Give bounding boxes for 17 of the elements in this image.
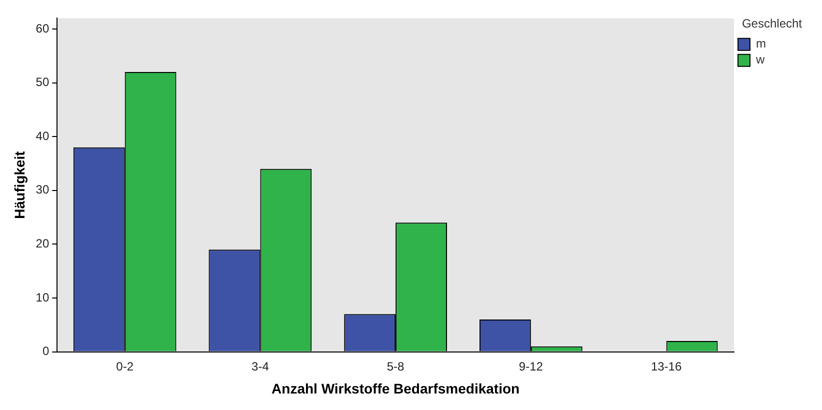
y-tick-label: 10 <box>36 290 50 304</box>
x-tick-label: 5-8 <box>386 359 405 374</box>
y-tick-label: 20 <box>36 236 50 250</box>
x-tick-label: 9-12 <box>518 359 544 374</box>
x-tick-label: 0-2 <box>116 359 134 374</box>
y-tick-label: 0 <box>42 344 50 358</box>
y-tick-label: 30 <box>36 182 50 197</box>
legend-label: m <box>756 36 766 51</box>
y-axis-title: Häufigkeit <box>11 150 28 219</box>
x-tick-label: 3-4 <box>252 359 270 374</box>
y-tick-label: 60 <box>36 21 50 36</box>
x-tick-label: 13-16 <box>650 359 682 374</box>
x-axis-title: Anzahl Wirkstoffe Bedarfsmedikation <box>272 380 520 396</box>
y-tick-label: 50 <box>36 75 50 90</box>
y-tick-label: 40 <box>36 128 50 143</box>
legend-title: Geschlecht <box>742 16 803 30</box>
legend-label: w <box>754 52 765 67</box>
